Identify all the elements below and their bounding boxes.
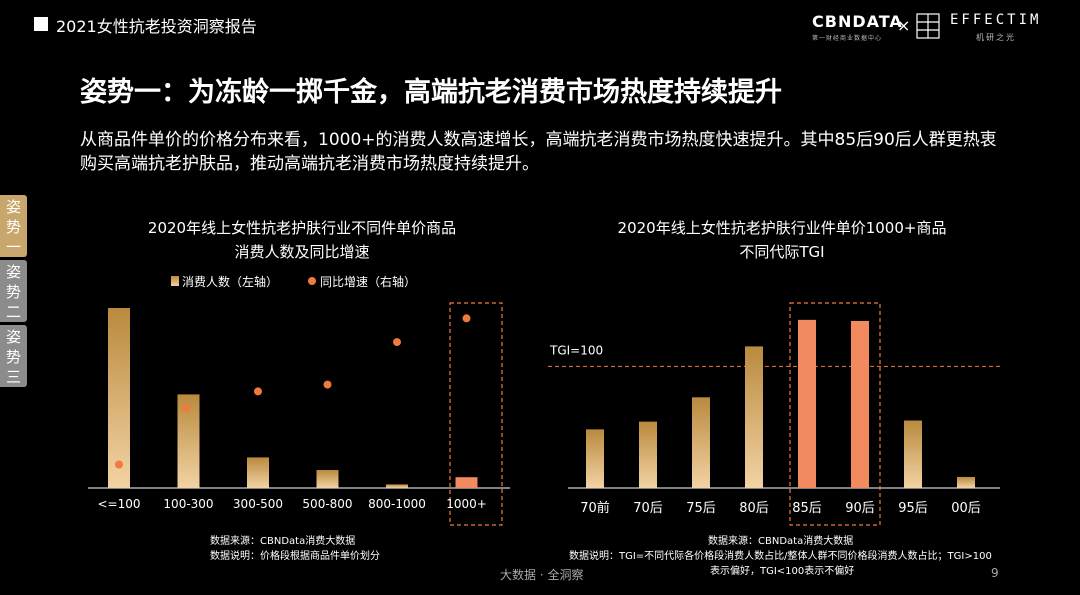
x-tick-label: 500-800 — [302, 497, 352, 511]
effectim-logo: EFFECTIM — [950, 12, 1042, 28]
side-tab-char: 势 — [5, 218, 21, 236]
growth-dot — [323, 380, 332, 389]
chart1-title-line2: 消费人数及同比增速 — [234, 243, 369, 261]
x-tick-label: 95后 — [898, 501, 928, 516]
highlight-box-85-90 — [789, 302, 881, 526]
chart2-explanation-cont: 表示偏好，TGI<100表示不偏好 — [710, 566, 855, 577]
side-tab-char: 姿 — [5, 328, 21, 346]
x-tick-label: 800-1000 — [368, 497, 426, 511]
tgi-bar — [957, 476, 975, 488]
side-tab-char: 势 — [5, 348, 21, 366]
chart2-source: 数据来源：CBNData消费大数据 — [708, 536, 854, 547]
legend-dot-swatch — [308, 277, 316, 285]
side-tab-char: 三 — [5, 368, 21, 386]
side-tab-2[interactable]: 姿 势 二 — [0, 260, 27, 322]
growth-dot — [393, 338, 401, 347]
consumers-bar — [455, 477, 478, 488]
side-tab-char: 一 — [5, 238, 21, 256]
chart-generation-tgi: 2020年线上女性抗老护肤行业件单价1000+商品 不同代际TGI TGI=10… — [548, 219, 1000, 526]
effectim-mark-icon — [916, 13, 940, 39]
x-tick-label: 100-300 — [163, 497, 213, 511]
side-tab-char: 姿 — [5, 198, 21, 216]
cbndata-logo-subtitle: 第一财经商业数据中心 — [812, 35, 883, 42]
tgi-bar — [851, 320, 869, 488]
highlight-box-1000plus — [449, 302, 503, 526]
chart1-notes: 数据来源：CBNData消费大数据 数据说明：价格段根据商品件单价划分 — [210, 534, 380, 564]
growth-dot — [182, 404, 191, 413]
chart1-explanation: 数据说明：价格段根据商品件单价划分 — [210, 551, 380, 562]
description: 从商品件单价的价格分布来看，1000+的消费人数高速增长，高端抗老消费市场热度快… — [80, 130, 997, 174]
consumers-bar — [316, 470, 339, 488]
page-title: 姿势一：为冻龄一掷千金，高端抗老消费市场热度持续提升 — [80, 77, 782, 108]
chart2-title-line1: 2020年线上女性抗老护肤行业件单价1000+商品 — [618, 219, 947, 237]
chart2-notes: 数据来源：CBNData消费大数据 数据说明：TGI=不同代际各价格段消费人数占… — [569, 534, 992, 579]
chart-price-band-consumers: 2020年线上女性抗老护肤行业不同件单价商品 消费人数及同比增速 消费人数（左轴… — [88, 219, 510, 526]
tgi-bar — [639, 421, 657, 488]
x-tick-label: 70前 — [580, 500, 610, 516]
consumers-bar — [247, 457, 269, 488]
x-tick-label: <=100 — [97, 497, 140, 511]
tgi-bar — [745, 346, 763, 488]
legend-consumers: 消费人数（左轴） — [182, 274, 278, 289]
report-title: 2021女性抗老投资洞察报告 — [56, 17, 257, 36]
side-tab-char: 二 — [5, 303, 21, 321]
legend-growth: 同比增速（右轴） — [320, 274, 416, 289]
effectim-logo-subtitle: 机研之光 — [976, 33, 1016, 42]
header-square-icon — [34, 17, 48, 31]
x-tick-label: 85后 — [792, 501, 822, 516]
x-tick-label: 300-500 — [233, 497, 283, 511]
x-tick-label: 80后 — [739, 501, 769, 516]
x-tick-label: 90后 — [845, 501, 875, 516]
side-tab-char: 势 — [5, 283, 21, 301]
tgi-bar — [904, 420, 922, 488]
logo-separator: × — [897, 16, 911, 35]
side-tab-char: 姿 — [5, 263, 21, 281]
x-tick-label: 00后 — [951, 501, 981, 516]
consumers-bar — [108, 308, 130, 488]
growth-dot — [115, 460, 123, 469]
cbndata-logo: CBNDATA — [812, 12, 903, 31]
tgi-bar — [798, 319, 816, 488]
side-tab-1[interactable]: 姿 势 一 — [0, 195, 27, 257]
page-number: 9 — [991, 566, 999, 580]
x-tick-label: 1000+ — [446, 497, 487, 511]
footer-slogan: 大数据 · 全洞察 — [500, 568, 584, 582]
tgi-reference-label: TGI=100 — [549, 343, 603, 357]
side-tab-3[interactable]: 姿 势 三 — [0, 325, 27, 387]
consumers-bar — [177, 394, 200, 488]
chart1-title-line1: 2020年线上女性抗老护肤行业不同件单价商品 — [148, 219, 456, 237]
chart1-source: 数据来源：CBNData消费大数据 — [210, 536, 356, 547]
legend-bar-swatch — [171, 276, 179, 286]
consumers-bar — [386, 484, 408, 488]
chart2-title-line2: 不同代际TGI — [739, 243, 824, 261]
growth-dot — [462, 314, 471, 323]
growth-dot — [254, 387, 262, 396]
x-tick-label: 75后 — [686, 501, 716, 516]
x-tick-label: 70后 — [633, 501, 663, 516]
tgi-bar — [692, 397, 710, 488]
tgi-bar — [586, 429, 604, 488]
chart2-explanation: 数据说明：TGI=不同代际各价格段消费人数占比/整体人群不同价格段消费人数占比；… — [569, 551, 992, 562]
